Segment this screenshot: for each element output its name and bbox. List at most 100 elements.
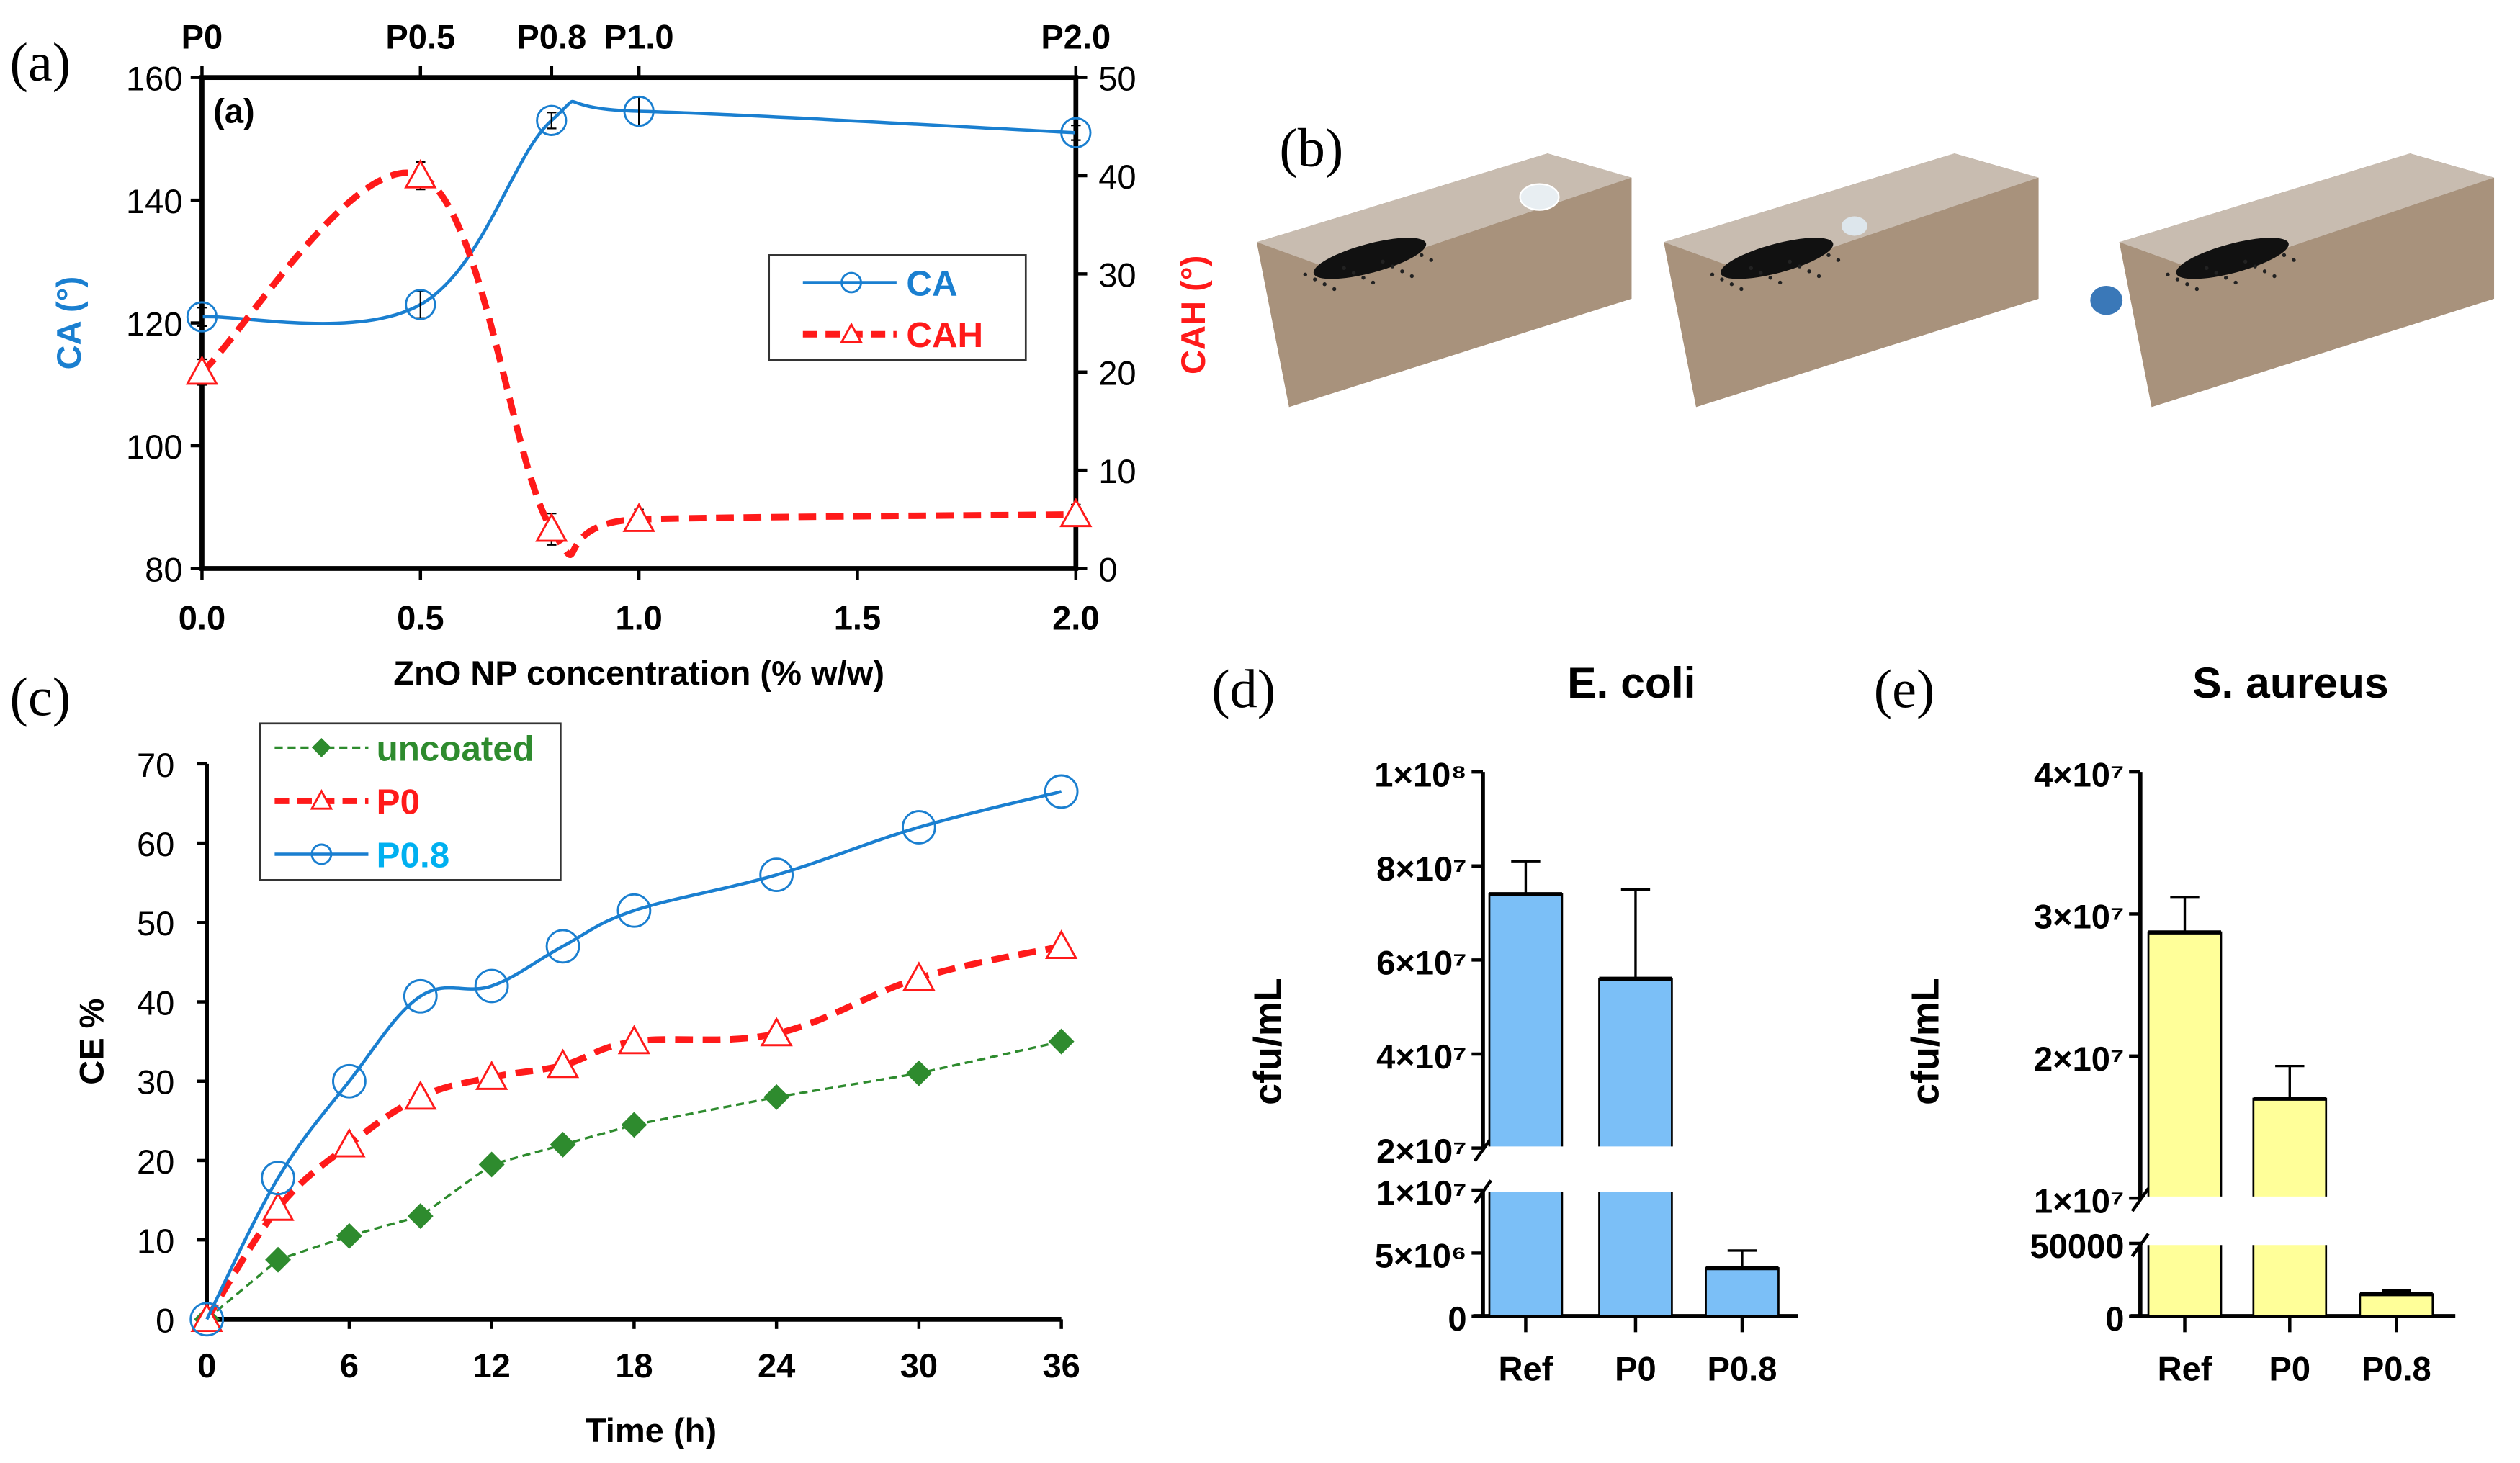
bar-lower	[2359, 1293, 2434, 1318]
error-bar	[1071, 125, 1081, 141]
legend-label: uncoated	[377, 729, 534, 768]
dust-speck	[1836, 258, 1841, 262]
series-line-P0.8	[205, 790, 1062, 1320]
y-tick-label: 2×10⁷	[2034, 1040, 2124, 1078]
legend-marker	[311, 737, 331, 757]
panel-label-e: (e)	[1874, 659, 1935, 719]
panel-label-a: (a)	[10, 32, 71, 93]
dust-speck	[1797, 264, 1802, 269]
data-point	[404, 158, 437, 189]
legend-marker	[310, 843, 333, 865]
dust-speck	[2194, 287, 2200, 292]
bar-upper	[1488, 893, 1564, 1149]
data-point	[902, 810, 936, 845]
water-drop	[2090, 285, 2123, 315]
data-point	[622, 503, 655, 532]
dust-speck	[2214, 271, 2218, 275]
dust-speck	[1332, 287, 1337, 292]
dust-speck	[1361, 276, 1366, 280]
dust-speck	[1313, 277, 1317, 282]
dust-speck	[2282, 253, 2287, 258]
y-tick-label: 20	[137, 1143, 174, 1181]
dust-speck	[2253, 264, 2257, 269]
chart-a: 0.0 0.5 1.0 1.5 2.0P0 P0.5 P0.8 P1.0 P2.08010012…	[50, 17, 1212, 692]
y-axis-title: cfu/mL	[1247, 978, 1290, 1104]
y-tick-label: 30	[137, 1063, 174, 1102]
data-point	[1060, 117, 1092, 149]
y-tick-label: 70	[137, 746, 174, 784]
data-point	[336, 1223, 362, 1249]
series-line-uncoated	[206, 1040, 1062, 1320]
data-point	[1059, 498, 1093, 528]
data-point	[1044, 929, 1078, 959]
legend: CA CAH	[768, 254, 1027, 361]
y-tick-label: 140	[126, 182, 183, 220]
x-tick-label: P0	[2269, 1350, 2311, 1388]
bar-P0.8	[2359, 1289, 2434, 1318]
series-line-CA	[202, 99, 1076, 325]
dust-speck	[2166, 272, 2170, 276]
top-tick-label: P0	[181, 17, 223, 55]
dust-speck	[1807, 269, 1811, 274]
legend: uncoated P0 P0.8	[259, 722, 562, 881]
data-point	[189, 1302, 225, 1337]
dust-speck	[2175, 277, 2180, 282]
dust-speck	[2185, 282, 2189, 287]
dust-speck	[1400, 269, 1404, 274]
data-point	[545, 929, 580, 964]
x-tick-label: 24	[758, 1346, 795, 1385]
data-point	[407, 1203, 434, 1230]
y-tick-label: 5×10⁶	[1375, 1237, 1467, 1275]
y-tick-label: 8×10⁷	[1376, 850, 1466, 888]
y-tick-label: 0	[1448, 1300, 1466, 1338]
legend-marker	[310, 788, 333, 810]
top-tick-label: P0.5	[385, 17, 455, 55]
dust-speck	[2205, 266, 2209, 271]
y-tick-label: 80	[145, 550, 182, 588]
data-point	[535, 512, 568, 542]
dust-speck	[1371, 280, 1376, 285]
data-point	[475, 1061, 508, 1090]
bar-lower	[2252, 1242, 2328, 1318]
x-tick-label: P0	[1615, 1350, 1656, 1388]
bar-lower	[1598, 1189, 1673, 1318]
dust-speck	[1777, 280, 1783, 285]
legend-marker-cah	[840, 322, 863, 343]
series-line-CAH	[199, 169, 1076, 559]
dust-speck	[2224, 276, 2228, 280]
dust-speck	[2272, 274, 2277, 279]
chart-e: S. aureus cfu/mL 4×10⁷ 3×10⁷ 2×10⁷ 1×10⁷ 50000…	[1904, 658, 2456, 1388]
bar-P0.8	[1705, 1249, 1780, 1318]
brick-face	[1257, 177, 1632, 408]
y-tick-label: 4×10⁷	[2034, 755, 2124, 793]
dust-speck	[1303, 272, 1307, 276]
y-tick-label: 160	[126, 60, 183, 98]
error-bar	[197, 307, 207, 327]
brick-photo	[1664, 153, 2039, 408]
data-point	[760, 1017, 793, 1047]
panel-label-c: (c)	[10, 667, 71, 728]
data-point	[333, 1127, 366, 1158]
photo-strip	[1257, 153, 2495, 408]
bar-P0	[1597, 888, 1674, 1318]
y2-tick-label: 20	[1098, 354, 1136, 392]
x-tick-label: 2.0	[1052, 599, 1099, 637]
y2-axis-title: CAH (°)	[1174, 256, 1212, 374]
y-tick-label: 3×10⁷	[2034, 898, 2124, 936]
data-point	[404, 1080, 437, 1110]
dust-speck	[1342, 266, 1346, 271]
dust-speck	[1720, 277, 1724, 282]
y-tick-label: 2×10⁷	[1376, 1132, 1466, 1170]
dust-speck	[1409, 274, 1414, 279]
panel-label-b: (b)	[1279, 118, 1343, 179]
dust-speck	[1826, 253, 1831, 258]
x-tick-label: 1.5	[834, 599, 881, 637]
error-bar	[2382, 1289, 2411, 1295]
x-axis-title: ZnO NP concentration (% w/w)	[393, 654, 884, 692]
bar-upper	[2147, 931, 2223, 1199]
x-tick-label: P0.8	[2362, 1350, 2431, 1388]
y-axis-title: CA (°)	[50, 276, 88, 370]
x-tick-label: 0.5	[397, 599, 444, 637]
error-bar	[416, 290, 426, 319]
top-tick-label: P0.8	[516, 17, 586, 55]
